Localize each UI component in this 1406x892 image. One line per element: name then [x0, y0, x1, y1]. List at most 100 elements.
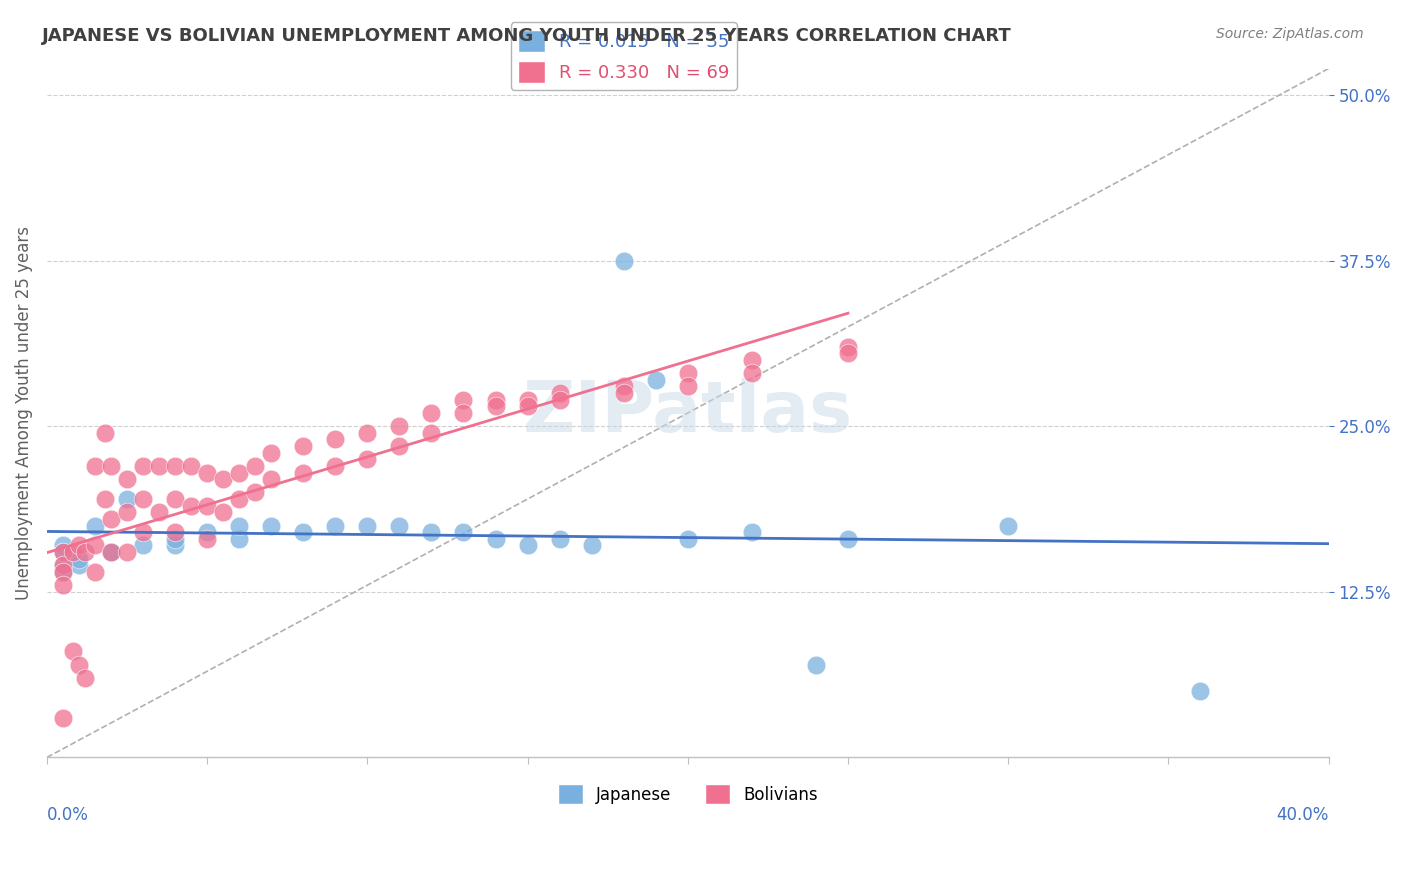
Point: [228, 466, 250, 480]
Point: [243, 485, 266, 500]
Point: [453, 406, 475, 420]
Point: [1189, 684, 1212, 698]
Point: [100, 545, 122, 559]
Point: [75, 671, 97, 685]
Point: [260, 472, 283, 486]
Point: [548, 392, 571, 407]
Point: [100, 512, 122, 526]
Point: [516, 538, 538, 552]
Point: [260, 518, 283, 533]
Point: [115, 505, 138, 519]
Point: [323, 518, 346, 533]
Point: [52, 545, 75, 559]
Point: [84, 538, 107, 552]
Legend: Japanese, Bolivians: Japanese, Bolivians: [551, 778, 824, 811]
Point: [388, 439, 411, 453]
Point: [115, 545, 138, 559]
Point: [165, 458, 187, 473]
Point: [132, 491, 155, 506]
Point: [100, 458, 122, 473]
Point: [516, 392, 538, 407]
Text: 40.0%: 40.0%: [1277, 805, 1329, 823]
Point: [676, 532, 699, 546]
Point: [323, 458, 346, 473]
Point: [67, 551, 90, 566]
Point: [741, 353, 763, 368]
Point: [84, 458, 107, 473]
Y-axis label: Unemployment Among Youth under 25 years: Unemployment Among Youth under 25 years: [15, 226, 32, 600]
Point: [62, 545, 84, 559]
Point: [453, 525, 475, 540]
Point: [52, 545, 75, 559]
Point: [516, 400, 538, 414]
Point: [484, 400, 506, 414]
Point: [292, 439, 315, 453]
Point: [644, 373, 666, 387]
Point: [75, 545, 97, 559]
Point: [165, 538, 187, 552]
Point: [741, 525, 763, 540]
Point: [115, 472, 138, 486]
Point: [548, 532, 571, 546]
Point: [52, 558, 75, 573]
Point: [484, 392, 506, 407]
Point: [148, 458, 170, 473]
Point: [93, 491, 115, 506]
Text: JAPANESE VS BOLIVIAN UNEMPLOYMENT AMONG YOUTH UNDER 25 YEARS CORRELATION CHART: JAPANESE VS BOLIVIAN UNEMPLOYMENT AMONG …: [42, 27, 1012, 45]
Point: [84, 518, 107, 533]
Point: [804, 657, 827, 672]
Point: [356, 425, 378, 440]
Point: [148, 505, 170, 519]
Point: [132, 458, 155, 473]
Point: [453, 392, 475, 407]
Point: [228, 518, 250, 533]
Point: [388, 518, 411, 533]
Point: [420, 406, 443, 420]
Point: [165, 525, 187, 540]
Point: [613, 386, 636, 401]
Point: [420, 525, 443, 540]
Point: [212, 505, 235, 519]
Point: [292, 525, 315, 540]
Point: [52, 565, 75, 579]
Point: [132, 525, 155, 540]
Point: [228, 491, 250, 506]
Point: [292, 466, 315, 480]
Point: [180, 499, 202, 513]
Point: [243, 458, 266, 473]
Point: [997, 518, 1019, 533]
Point: [741, 366, 763, 380]
Point: [837, 532, 859, 546]
Point: [84, 565, 107, 579]
Point: [165, 532, 187, 546]
Point: [93, 425, 115, 440]
Point: [115, 491, 138, 506]
Point: [613, 253, 636, 268]
Text: Source: ZipAtlas.com: Source: ZipAtlas.com: [1216, 27, 1364, 41]
Point: [52, 538, 75, 552]
Point: [52, 558, 75, 573]
Point: [837, 346, 859, 360]
Point: [676, 366, 699, 380]
Point: [581, 538, 603, 552]
Point: [676, 379, 699, 393]
Point: [548, 386, 571, 401]
Point: [356, 452, 378, 467]
Point: [228, 532, 250, 546]
Point: [180, 458, 202, 473]
Point: [62, 644, 84, 658]
Point: [195, 525, 218, 540]
Point: [260, 446, 283, 460]
Point: [212, 472, 235, 486]
Point: [52, 578, 75, 592]
Point: [323, 433, 346, 447]
Point: [837, 340, 859, 354]
Point: [195, 532, 218, 546]
Point: [67, 558, 90, 573]
Point: [100, 545, 122, 559]
Point: [67, 538, 90, 552]
Point: [52, 711, 75, 725]
Point: [613, 379, 636, 393]
Point: [195, 499, 218, 513]
Point: [100, 545, 122, 559]
